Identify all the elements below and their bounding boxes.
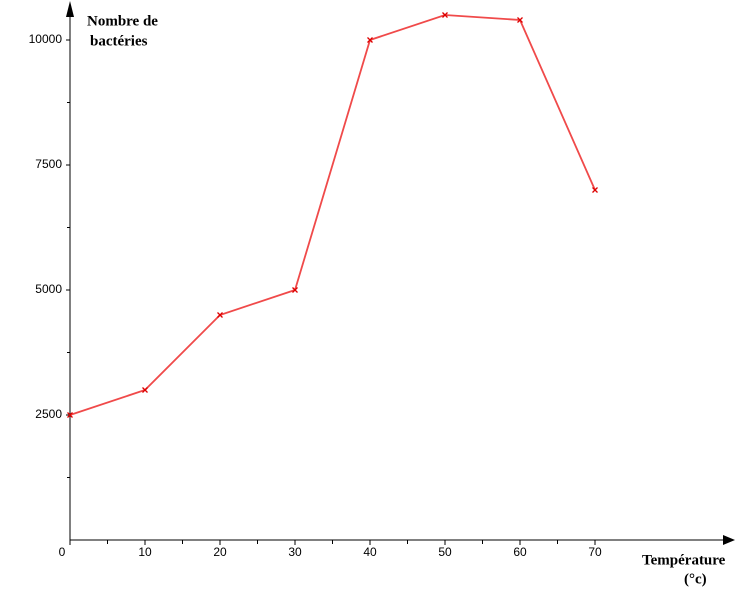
data-point: [142, 387, 148, 393]
x-tick-label: 60: [513, 545, 527, 559]
x-axis-label: Température: [642, 552, 726, 568]
data-point: [217, 312, 223, 318]
data-point: [592, 187, 598, 193]
y-tick-label: 5000: [35, 282, 62, 296]
data-point: [367, 37, 373, 43]
x-axis-label: (°c): [684, 571, 707, 587]
y-tick-label: 10000: [29, 32, 63, 46]
data-line: [69, 14, 596, 416]
y-tick-label: 7500: [35, 157, 62, 171]
data-point: [292, 287, 298, 293]
data-point: [67, 412, 73, 418]
x-tick-label: 20: [213, 545, 227, 559]
x-tick-label: 30: [288, 545, 302, 559]
x-tick-label: 0: [59, 545, 66, 559]
x-tick-label: 10: [138, 545, 152, 559]
y-axis-label: Nombre de: [87, 13, 158, 29]
data-point: [517, 17, 523, 23]
data-point: [442, 12, 448, 18]
y-tick-label: 2500: [35, 407, 62, 421]
x-axis-arrow: [723, 535, 735, 545]
y-axis-label: bactéries: [90, 33, 148, 49]
x-tick-label: 50: [438, 545, 452, 559]
x-tick-label: 70: [588, 545, 602, 559]
x-tick-label: 40: [363, 545, 377, 559]
y-axis-arrow: [66, 1, 74, 17]
